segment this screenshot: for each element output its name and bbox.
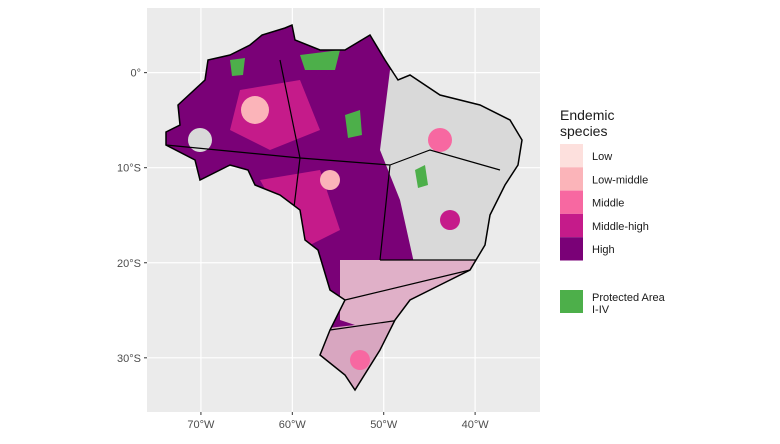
country-border xyxy=(165,23,523,392)
y-tick-label: 20°S xyxy=(117,258,141,270)
y-tick-label: 0° xyxy=(130,68,141,80)
legend-title: species xyxy=(560,123,607,139)
legend-label: Low-middle xyxy=(592,174,648,186)
region-fill xyxy=(428,128,452,152)
legend-swatch xyxy=(560,213,583,238)
legend-swatch xyxy=(560,190,583,214)
region-fill xyxy=(241,96,269,124)
x-tick-label: 50°W xyxy=(370,419,398,431)
region-fill xyxy=(440,210,460,230)
x-tick-label: 40°W xyxy=(462,419,490,431)
legend-swatch xyxy=(560,144,583,168)
x-tick-label: 70°W xyxy=(187,419,215,431)
region-fill xyxy=(350,350,370,370)
region-fill xyxy=(188,128,212,152)
y-tick-label: 30°S xyxy=(117,353,141,365)
protected-area xyxy=(300,50,340,70)
protected-area xyxy=(415,165,428,188)
x-tick-label: 60°W xyxy=(279,419,307,431)
state-border xyxy=(166,59,501,331)
protected-area xyxy=(230,58,245,76)
legend-swatch xyxy=(560,290,583,313)
protected-area xyxy=(345,110,362,138)
legend-label: I-IV xyxy=(592,304,610,316)
y-tick-label: 10°S xyxy=(117,163,141,175)
legend-swatch xyxy=(560,237,583,261)
legend-label: Low xyxy=(592,151,612,163)
legend-label: Protected Area xyxy=(592,292,666,304)
legend-label: Middle xyxy=(592,198,624,210)
legend-swatch xyxy=(560,167,583,191)
legend-title: Endemic xyxy=(560,107,614,123)
legend-label: Middle-high xyxy=(592,221,649,233)
region-fill xyxy=(320,170,340,190)
legend-label: High xyxy=(592,244,615,256)
